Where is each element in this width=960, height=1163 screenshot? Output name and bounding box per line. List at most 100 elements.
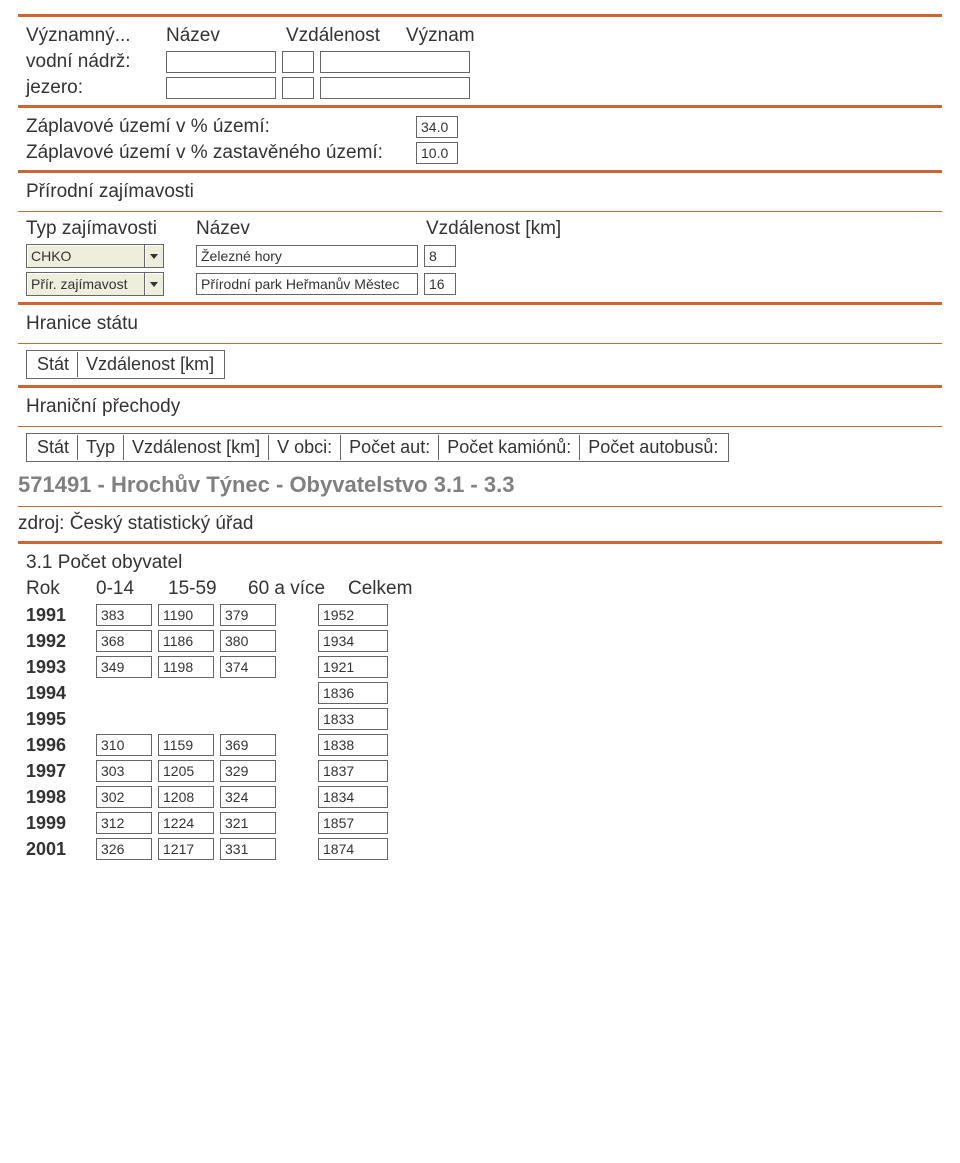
population-a[interactable]: 303 <box>96 760 152 782</box>
population-c[interactable]: 329 <box>220 760 276 782</box>
population-year: 1995 <box>26 709 96 730</box>
population-total[interactable]: 1838 <box>318 734 388 756</box>
reservoir-meaning-input[interactable] <box>320 77 470 99</box>
population-header-b: 15-59 <box>168 578 248 600</box>
population-c[interactable]: 331 <box>220 838 276 860</box>
reservoir-row-label: vodní nádrž: <box>26 51 166 73</box>
population-c[interactable]: 369 <box>220 734 276 756</box>
reservoir-name-input[interactable] <box>166 77 276 99</box>
flood-label: Záplavové území v % území: <box>26 116 416 138</box>
divider <box>18 14 942 17</box>
population-year: 1997 <box>26 761 96 782</box>
population-year: 1999 <box>26 813 96 834</box>
reservoir-row: jezero: <box>26 77 942 99</box>
reservoir-row-label: jezero: <box>26 77 166 99</box>
border-title: Hranice státu <box>26 313 942 335</box>
divider <box>18 170 942 173</box>
population-b[interactable]: 1208 <box>158 786 214 808</box>
flood-value[interactable]: 10.0 <box>416 142 458 164</box>
population-a[interactable]: 368 <box>96 630 152 652</box>
divider <box>18 105 942 108</box>
population-a[interactable]: 312 <box>96 812 152 834</box>
population-b[interactable]: 1186 <box>158 630 214 652</box>
natural-type-dropdown[interactable]: Přír. zajímavost <box>26 272 166 296</box>
reservoir-dist-input[interactable] <box>282 51 314 73</box>
reservoir-header-meaning: Význam <box>406 25 546 47</box>
natural-header-name: Název <box>196 218 426 240</box>
population-row: 199631011593691838 <box>26 734 942 756</box>
divider-thin <box>18 506 942 507</box>
natural-header-type: Typ zajímavosti <box>26 218 196 240</box>
population-a[interactable]: 349 <box>96 656 152 678</box>
reservoir-row: vodní nádrž: <box>26 51 942 73</box>
natural-header-dist: Vzdálenost [km] <box>426 218 586 240</box>
reservoir-header-row: Významný... Název Vzdálenost Význam <box>26 25 942 47</box>
population-b[interactable]: 1205 <box>158 760 214 782</box>
crossings-header-trucks: Počet kamiónů: <box>439 435 580 460</box>
reservoir-meaning-input[interactable] <box>320 51 470 73</box>
crossings-header-dist: Vzdálenost [km] <box>124 435 269 460</box>
population-row: 2001326 1217 331 1874 <box>26 838 942 860</box>
crossings-title: Hraniční přechody <box>26 396 942 418</box>
population-header-c: 60 a více <box>248 578 348 600</box>
population-row: 1992368 1186 380 1934 <box>26 630 942 652</box>
population-total[interactable]: 1857 <box>318 812 388 834</box>
natural-type-value: Přír. zajímavost <box>26 272 144 296</box>
population-subtitle: 571491 - Hrochův Týnec - Obyvatelstvo 3.… <box>18 472 942 498</box>
reservoir-title: Významný... <box>26 25 166 47</box>
population-header-row: Rok 0-14 15-59 60 a více Celkem <box>26 578 942 600</box>
population-a[interactable]: 383 <box>96 604 152 626</box>
population-source: zdroj: Český statistický úřad <box>18 513 942 535</box>
population-c[interactable]: 321 <box>220 812 276 834</box>
crossings-header-cars: Počet aut: <box>341 435 439 460</box>
population-row: 1999312 1224 321 1857 <box>26 812 942 834</box>
population-c[interactable]: 374 <box>220 656 276 678</box>
population-total[interactable]: 1952 <box>318 604 388 626</box>
natural-type-value: CHKO <box>26 244 144 268</box>
population-year: 1992 <box>26 631 96 652</box>
population-a[interactable]: 326 <box>96 838 152 860</box>
divider <box>18 541 942 544</box>
population-year: 2001 <box>26 839 96 860</box>
population-c[interactable]: 380 <box>220 630 276 652</box>
reservoir-dist-input[interactable] <box>282 77 314 99</box>
flood-label: Záplavové území v % zastavěného území: <box>26 142 416 164</box>
population-b[interactable]: 1159 <box>158 734 214 756</box>
population-total[interactable]: 1874 <box>318 838 388 860</box>
crossings-header-type: Typ <box>78 435 124 460</box>
population-b[interactable]: 1224 <box>158 812 214 834</box>
reservoir-name-input[interactable] <box>166 51 276 73</box>
reservoir-header-name: Název <box>166 25 286 47</box>
population-total[interactable]: 1833 <box>318 708 388 730</box>
population-a[interactable]: 310 <box>96 734 152 756</box>
population-total[interactable]: 1921 <box>318 656 388 678</box>
border-header-dist: Vzdálenost [km] <box>78 352 222 377</box>
population-b[interactable]: 1190 <box>158 604 214 626</box>
natural-dist-input[interactable]: 8 <box>424 245 456 267</box>
population-total[interactable]: 1834 <box>318 786 388 808</box>
population-total[interactable]: 1836 <box>318 682 388 704</box>
divider-thin <box>18 211 942 212</box>
population-b[interactable]: 1217 <box>158 838 214 860</box>
population-row: 19941836 <box>26 682 942 704</box>
population-year: 1993 <box>26 657 96 678</box>
population-total[interactable]: 1837 <box>318 760 388 782</box>
population-c[interactable]: 324 <box>220 786 276 808</box>
divider-thin <box>18 343 942 344</box>
natural-name-input[interactable]: Železné hory <box>196 245 418 267</box>
population-header-total: Celkem <box>348 578 412 600</box>
population-a[interactable]: 302 <box>96 786 152 808</box>
natural-title: Přírodní zajímavosti <box>26 181 942 203</box>
flood-value[interactable]: 34.0 <box>416 116 458 138</box>
natural-name-input[interactable]: Přírodní park Heřmanův Městec <box>196 273 418 295</box>
border-header-state: Stát <box>29 352 78 377</box>
divider <box>18 302 942 305</box>
border-header-table: Stát Vzdálenost [km] <box>26 350 225 379</box>
natural-dist-input[interactable]: 16 <box>424 273 456 295</box>
natural-type-dropdown[interactable]: CHKO <box>26 244 166 268</box>
chevron-down-icon <box>144 244 164 268</box>
population-total[interactable]: 1934 <box>318 630 388 652</box>
population-c[interactable]: 379 <box>220 604 276 626</box>
natural-row: CHKO Železné hory 8 <box>26 244 942 268</box>
population-b[interactable]: 1198 <box>158 656 214 678</box>
